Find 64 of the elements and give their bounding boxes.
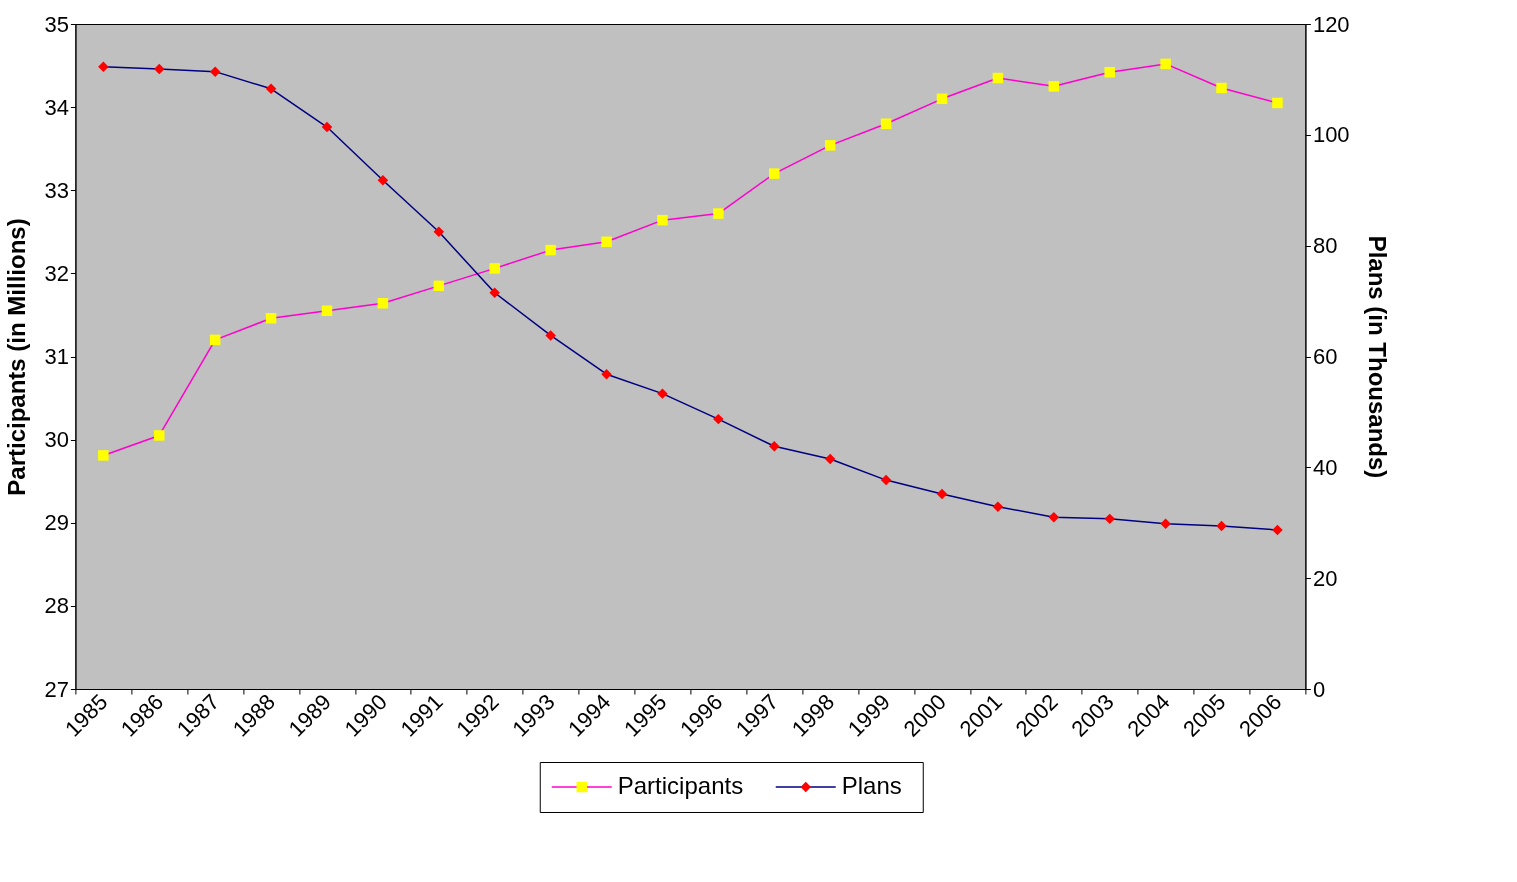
y-tick-label: 31: [44, 344, 69, 369]
y2-tick-label: 40: [1312, 454, 1338, 480]
point: [321, 305, 333, 317]
point: [377, 175, 389, 186]
point: [545, 244, 556, 256]
point: [769, 168, 780, 179]
point: [1216, 520, 1227, 532]
legend-label: Plans: [841, 772, 902, 799]
point: [1104, 66, 1115, 78]
y2-tick-label: 20: [1312, 565, 1338, 591]
legend-label: Participants: [617, 772, 744, 799]
point: [1104, 513, 1115, 525]
point: [992, 501, 1004, 512]
point: [1048, 511, 1060, 523]
y2-tick-label: 100: [1312, 122, 1350, 148]
y-tick-label: 33: [44, 177, 69, 203]
point: [1272, 97, 1283, 109]
point: [657, 214, 668, 226]
y-tick-label: 28: [44, 593, 69, 619]
point: [433, 280, 445, 292]
y2-tick-label: 120: [1312, 11, 1350, 37]
y-tick-label: 29: [44, 510, 69, 536]
y-tick-label: 32: [44, 260, 69, 286]
point: [1216, 82, 1227, 94]
point: [936, 488, 948, 500]
point: [433, 226, 445, 238]
point: [1048, 81, 1060, 92]
y2-axis-title: Plans (in Thousands): [1363, 235, 1391, 479]
point: [880, 118, 892, 129]
y-axis-title: Participants (in Millions): [3, 218, 31, 496]
point: [1160, 518, 1171, 530]
point: [657, 388, 668, 399]
y-tick-label: 30: [44, 427, 69, 453]
point: [1272, 524, 1283, 536]
point: [713, 413, 724, 425]
y2-tick-label: 60: [1312, 344, 1338, 369]
y-tick-label: 34: [44, 94, 69, 120]
y-tick-label: 27: [44, 676, 69, 702]
point: [824, 453, 836, 465]
point: [154, 63, 165, 75]
point: [880, 474, 892, 486]
point: [265, 313, 277, 324]
point: [98, 61, 109, 72]
point: [601, 236, 612, 248]
point: [1160, 58, 1171, 70]
point: [713, 208, 724, 219]
y-tick-label: 35: [44, 11, 69, 37]
point: [992, 72, 1004, 84]
y2-tick-label: 80: [1312, 233, 1338, 259]
y2-tick-label: 0: [1312, 676, 1326, 702]
point: [154, 430, 165, 441]
point: [209, 66, 221, 77]
point: [321, 121, 333, 133]
point: [824, 140, 836, 151]
point: [489, 287, 500, 299]
point: [769, 441, 780, 452]
point: [601, 368, 612, 380]
point: [936, 93, 948, 105]
point: [377, 298, 389, 309]
point: [98, 450, 109, 461]
point: [489, 263, 500, 274]
point: [545, 330, 556, 341]
point: [209, 334, 221, 346]
point: [265, 83, 277, 95]
